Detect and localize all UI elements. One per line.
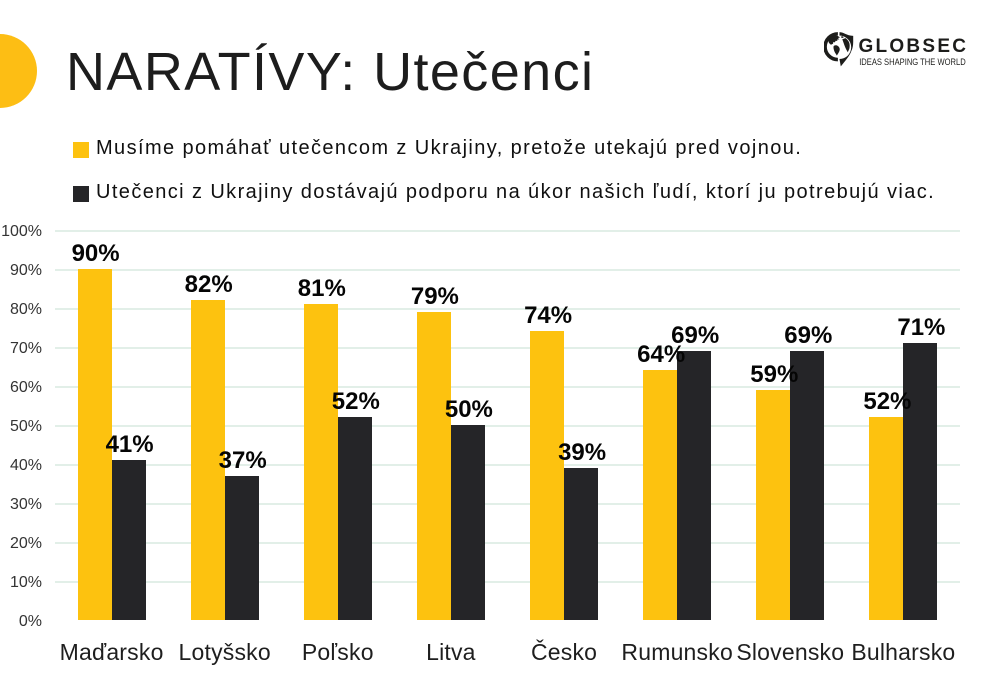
svg-text:IDEAS SHAPING THE WORLD: IDEAS SHAPING THE WORLD [859, 57, 966, 67]
svg-text:GLOBSEC: GLOBSEC [859, 36, 967, 57]
